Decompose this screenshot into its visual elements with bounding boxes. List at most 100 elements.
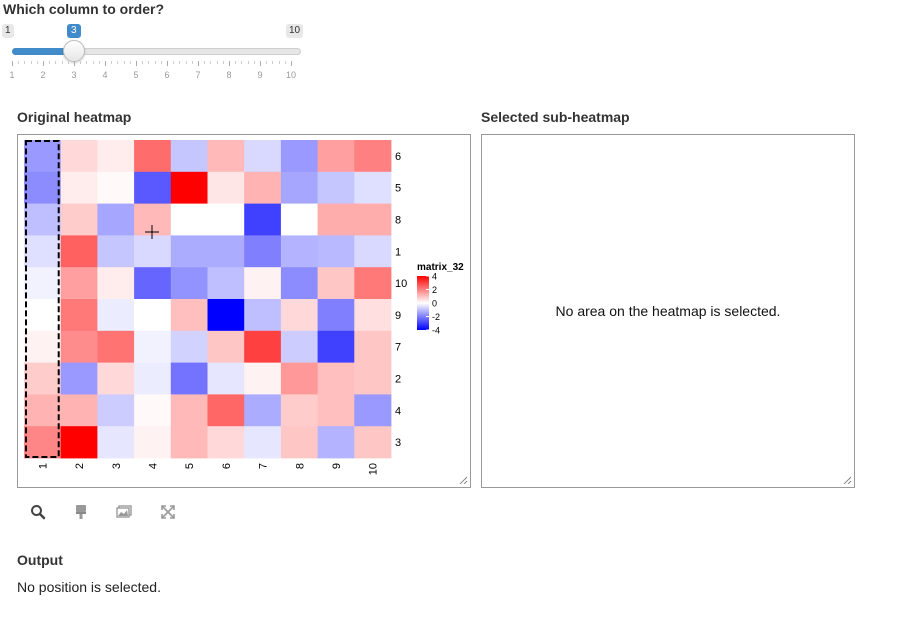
heatmap-cell [134,394,172,427]
expand-icon[interactable] [158,502,178,522]
legend-title: matrix_32 [417,262,464,273]
slider-tick [74,61,75,66]
heatmap-cell [244,330,282,363]
slider-tick-label: 6 [164,70,170,80]
resize-handle-icon[interactable] [459,476,467,484]
row-label: 4 [395,405,401,417]
slider-minor-tick [160,61,162,64]
column-slider[interactable]: 1 3 10 1 2 3 4 5 6 7 8 9 10 [0,22,310,82]
heatmap-cell [207,394,245,427]
heatmap-cell [207,267,245,300]
heatmap-cell [280,394,318,427]
slider-minor-tick [80,61,82,64]
slider-tick-label: 2 [40,70,46,80]
heatmap-cell [354,362,392,395]
legend-tick-label: 0 [432,299,437,309]
slider-minor-tick [247,61,249,64]
heatmap-cell [354,235,392,268]
heatmap-cell [280,203,318,236]
slider-tick-label: 8 [226,70,232,80]
heatmap-cell [170,203,208,236]
slider-tick-label: 3 [71,70,77,80]
slider-minor-tick [148,61,150,64]
image-icon[interactable] [114,502,134,522]
heatmap-cell [134,426,172,459]
brush-icon[interactable] [71,502,91,522]
slider-tick [105,61,106,66]
column-label: 1 [37,463,49,469]
original-heatmap-panel[interactable]: 6 5 8 1 10 9 7 2 4 3 1 2 3 4 5 6 7 8 9 10 matrix_32 4 2 0 -2 -4 [17,134,471,488]
column-label: 3 [111,463,123,469]
heatmap-cell [60,394,98,427]
heatmap-cell [60,140,98,173]
slider-handle[interactable] [63,40,85,62]
heatmap-cell [354,267,392,300]
slider-tick-label: 5 [133,70,139,80]
heatmap-cell [354,394,392,427]
heatmap-cell [207,140,245,173]
heatmap-cell [280,330,318,363]
search-icon[interactable] [28,502,48,522]
heatmap-cell [24,362,62,395]
heatmap-cell [280,235,318,268]
slider-tick [198,61,199,66]
slider-minor-tick [179,61,181,64]
heatmap-cell [354,330,392,363]
heatmap-cell [317,330,355,363]
heatmap-cell [24,267,62,300]
slider-tick [136,61,137,66]
heatmap-cell [97,140,135,173]
slider-minor-tick [18,61,20,64]
heatmap-cell [244,267,282,300]
slider-tick [12,61,13,66]
slider-minor-tick [185,61,187,64]
heatmap-cell [97,235,135,268]
output-text: No position is selected. [17,579,161,595]
heatmap-cell [354,426,392,459]
slider-tick-label: 7 [195,70,201,80]
slider-minor-tick [216,61,218,64]
heatmap-cell [280,299,318,332]
slider-min-label: 1 [2,24,14,38]
heatmap-cell [207,171,245,204]
heatmap-cell [170,267,208,300]
heatmap-cell [317,140,355,173]
slider-tick [167,61,168,66]
heatmap-cell [24,140,62,173]
row-label: 5 [395,183,401,195]
heatmap-cell [60,267,98,300]
heatmap-cell [97,426,135,459]
slider-minor-tick [278,61,280,64]
resize-handle-icon[interactable] [843,476,851,484]
column-label: 9 [331,463,343,469]
heatmap-cell [244,394,282,427]
slider-minor-tick [30,61,32,64]
column-label: 5 [184,463,196,469]
heatmap-cell [24,299,62,332]
heatmap-cell [170,171,208,204]
heatmap-cell [244,362,282,395]
heatmap-cell [134,140,172,173]
output-title: Output [17,552,63,568]
heatmap-cell [317,299,355,332]
legend-tick-label: 2 [432,285,437,295]
heatmap-cell [170,330,208,363]
slider-minor-tick [173,61,175,64]
slider-minor-tick [86,61,88,64]
column-label: 6 [221,463,233,469]
heatmap-cell [60,362,98,395]
slider-minor-tick [36,61,38,64]
row-label: 6 [395,151,401,163]
heatmap-cell [280,362,318,395]
heatmap-cell [134,203,172,236]
heatmap-cell [24,171,62,204]
slider-current-value: 3 [67,24,81,38]
heatmap-cell [244,140,282,173]
heatmap-cell [354,140,392,173]
heatmap-cell [207,299,245,332]
heatmap-cell [60,330,98,363]
heatmap-cell [317,267,355,300]
legend-tick-label: 4 [432,272,437,282]
legend-tick-label: -2 [432,312,440,322]
